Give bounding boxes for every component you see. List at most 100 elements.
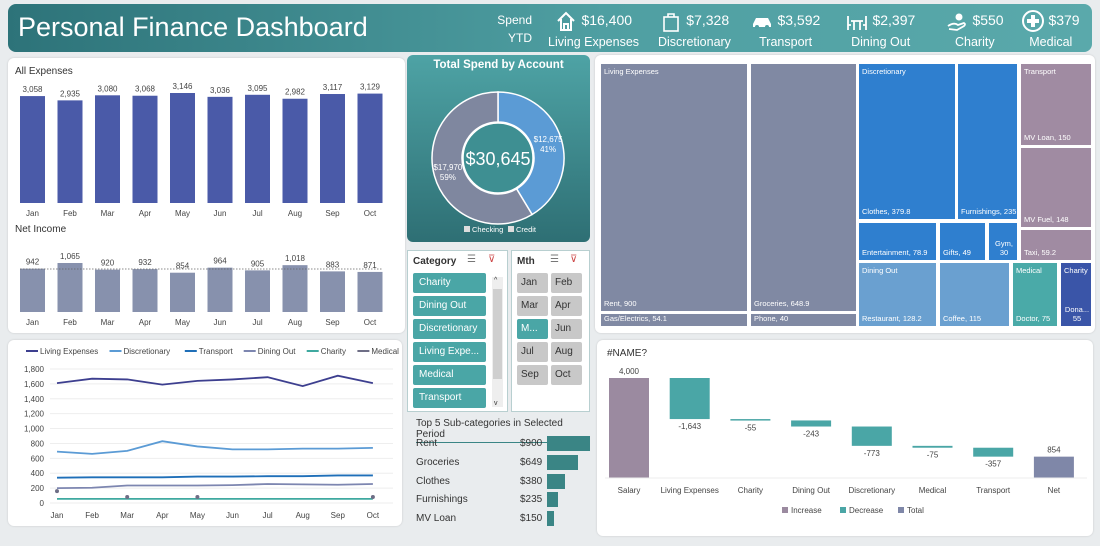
medical-point xyxy=(125,495,130,500)
data-label: 2,935 xyxy=(60,89,81,98)
category-item-2[interactable]: Discretionary xyxy=(413,319,486,339)
kpi-value: $2,397 xyxy=(872,12,916,29)
kpi-value: $3,592 xyxy=(777,12,821,29)
slice-value-label: $12,675 xyxy=(534,135,563,144)
data-label: 932 xyxy=(138,258,152,267)
treemap-item-label: Taxi, 59.2 xyxy=(1024,248,1057,257)
month-item-5[interactable]: Jun xyxy=(551,319,582,339)
month-item-4[interactable]: M... xyxy=(517,319,548,339)
month-item-6[interactable]: Jul xyxy=(517,342,548,362)
x-tick-label: Sep xyxy=(325,318,340,327)
month-item-0[interactable]: Jan xyxy=(517,273,548,293)
data-label: -1,643 xyxy=(678,422,701,431)
treemap-tile[interactable]: Charity Dona... 55 xyxy=(1060,262,1092,327)
treemap-tile[interactable]: Furnishings, 235 xyxy=(957,63,1018,220)
multi-select-icon[interactable]: ☰ xyxy=(550,254,559,265)
treemap-tile[interactable]: Taxi, 59.2 xyxy=(1020,229,1092,261)
category-item-3[interactable]: Living Expe... xyxy=(413,342,486,362)
x-tick-label: Sep xyxy=(325,209,340,218)
donut-slice-checking xyxy=(497,91,565,216)
kpi-dining-out[interactable]: $2,397 Dining Out xyxy=(846,10,915,49)
x-tick-label: Jul xyxy=(252,318,262,327)
waterfall-bar-discretionary xyxy=(851,426,892,446)
category-item-0[interactable]: Charity xyxy=(413,273,486,293)
treemap-tile[interactable]: Transport MV Loan, 150 xyxy=(1020,63,1092,146)
waterfall-bar-net xyxy=(1033,456,1074,478)
category-item-1[interactable]: Dining Out xyxy=(413,296,486,316)
treemap-tile[interactable]: Gas/Electrics, 54.1 xyxy=(600,313,748,327)
month-item-8[interactable]: Sep xyxy=(517,365,548,385)
category-scrollbar[interactable]: ^ v xyxy=(492,277,503,407)
legend-label: Dining Out xyxy=(258,347,297,356)
month-item-9[interactable]: Oct xyxy=(551,365,582,385)
kpi-transport[interactable]: $3,592 Transport xyxy=(751,10,820,49)
legend-label: Transport xyxy=(199,347,234,356)
bar-may xyxy=(170,272,195,312)
y-tick-label: 1,200 xyxy=(24,410,45,419)
treemap-tile[interactable]: Entertainment, 78.9 xyxy=(858,222,937,261)
legend-swatch xyxy=(840,507,846,513)
x-tick-label: Jun xyxy=(226,511,239,520)
kpi-living-expenses[interactable]: $16,400 Living Expenses xyxy=(548,10,639,49)
multi-select-icon[interactable]: ☰ xyxy=(467,254,476,265)
series-line-transport xyxy=(56,474,373,479)
treemap-tile[interactable]: Groceries, 648.9 xyxy=(750,63,857,312)
treemap-tile[interactable]: Medical Doctor, 75 xyxy=(1012,262,1058,327)
treemap-tile[interactable]: Living Expenses Rent, 900 xyxy=(600,63,748,312)
x-tick-label: Mar xyxy=(101,209,115,218)
treemap-tile[interactable]: Dining Out Restaurant, 128.2 xyxy=(858,262,937,327)
kpi-label: Transport xyxy=(759,35,813,49)
x-tick-label: Mar xyxy=(101,318,115,327)
legend-swatch xyxy=(464,226,470,232)
clear-filter-icon[interactable]: ⊽ xyxy=(570,254,578,265)
car-icon xyxy=(753,18,771,29)
data-label: -75 xyxy=(927,451,939,460)
kpi-discretionary[interactable]: $7,328 Discretionary xyxy=(658,10,731,49)
y-tick-label: 200 xyxy=(31,484,45,493)
x-tick-label: Jan xyxy=(26,318,39,327)
top5-value: $150 xyxy=(520,513,543,525)
kpi-label: Dining Out xyxy=(851,35,911,49)
treemap-tile[interactable]: Gym, 30 xyxy=(988,222,1018,261)
shopping-bag-icon xyxy=(663,13,679,32)
month-item-7[interactable]: Aug xyxy=(551,342,582,362)
kpi-charity[interactable]: $550 Charity xyxy=(946,10,1004,49)
bar-oct xyxy=(357,271,383,312)
legend-label: Total xyxy=(907,506,924,515)
treemap-group-label: Medical xyxy=(1016,266,1042,275)
treemap-item-label: Clothes, 379.8 xyxy=(862,207,911,216)
y-tick-label: 600 xyxy=(31,454,45,463)
treemap-tile[interactable]: Phone, 40 xyxy=(750,313,857,327)
dashboard-header: Personal Finance Dashboard Spend YTD $16… xyxy=(8,4,1092,52)
bar-apr xyxy=(132,95,158,203)
data-label: -773 xyxy=(864,449,881,458)
treemap-tile[interactable]: Coffee, 115 xyxy=(939,262,1010,327)
kpi-medical[interactable]: $379 Medical xyxy=(1022,10,1080,49)
category-item-5[interactable]: Transport xyxy=(413,388,486,408)
series-line-dining-out xyxy=(56,483,373,490)
treemap-tile[interactable]: Discretionary Clothes, 379.8 xyxy=(858,63,956,220)
treemap-tile[interactable]: MV Fuel, 148 xyxy=(1020,147,1092,228)
expenses-income-panel: All Expenses Net Income 3,058 Jan 2,935 Feb… xyxy=(8,58,405,333)
x-tick-label: Apr xyxy=(139,209,152,218)
y-tick-label: 0 xyxy=(40,499,45,508)
treemap-tile[interactable]: Gifts, 49 xyxy=(939,222,986,261)
month-item-3[interactable]: Apr xyxy=(551,296,582,316)
treemap-item-label: Restaurant, 128.2 xyxy=(862,314,922,323)
top5-row: Rent $900 xyxy=(416,436,591,452)
data-label: 942 xyxy=(26,258,40,267)
x-tick-label: Jun xyxy=(214,209,227,218)
x-tick-label: Salary xyxy=(618,486,641,495)
top5-bar xyxy=(547,436,590,451)
month-item-1[interactable]: Feb xyxy=(551,273,582,293)
clear-filter-icon[interactable]: ⊽ xyxy=(488,254,496,265)
legend-swatch xyxy=(782,507,788,513)
category-item-4[interactable]: Medical xyxy=(413,365,486,385)
x-tick-label: Aug xyxy=(296,511,310,520)
data-label: 3,058 xyxy=(22,85,43,94)
y-tick-label: 1,000 xyxy=(24,425,45,434)
waterfall-bar-transport xyxy=(973,447,1014,457)
kpi-label: Living Expenses xyxy=(548,35,640,49)
month-item-2[interactable]: Mar xyxy=(517,296,548,316)
x-tick-label: Oct xyxy=(364,318,377,327)
